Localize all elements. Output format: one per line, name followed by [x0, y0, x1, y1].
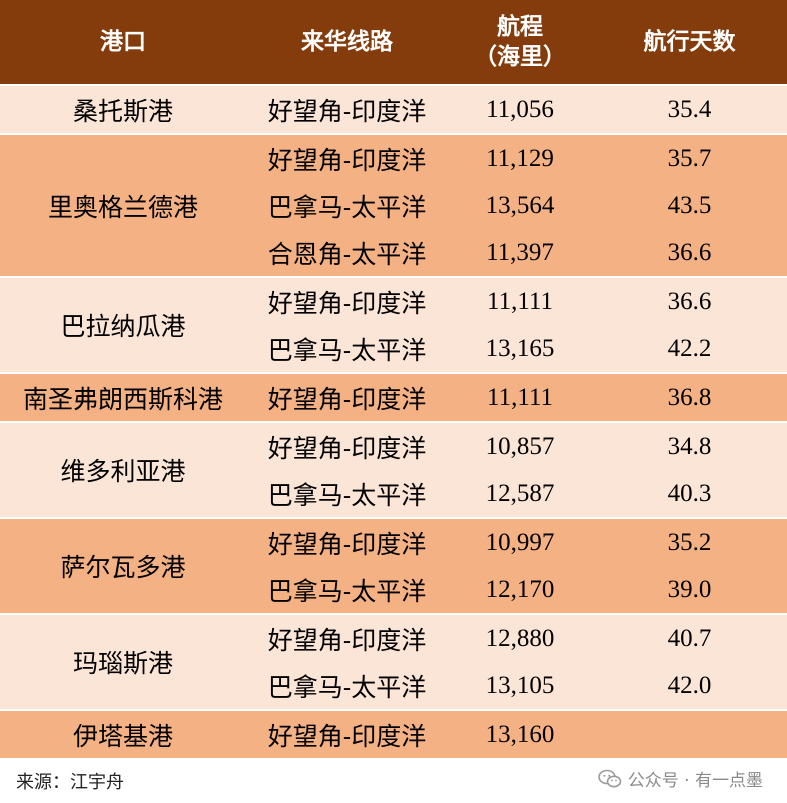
route-cell: 巴拿马-太平洋 — [267, 576, 427, 606]
row-separator — [0, 372, 787, 374]
route-cell: 好望角-印度洋 — [267, 384, 427, 414]
distance-cell: 11,056 — [486, 95, 554, 123]
table-row: 好望角-印度洋 11,111 36.8 — [246, 374, 787, 421]
wechat-icon — [597, 769, 622, 787]
route-cell: 好望角-印度洋 — [267, 433, 427, 463]
days-cell: 39.0 — [667, 575, 712, 603]
table-row: 好望角-印度洋 11,111 36.6 — [246, 278, 787, 325]
days-cell: 35.4 — [667, 95, 712, 123]
port-name: 维多利亚港 — [60, 457, 186, 486]
route-cell: 合恩角-太平洋 — [267, 239, 427, 269]
row-separator — [0, 421, 787, 423]
table-row: 好望角-印度洋 11,129 35.7 — [246, 135, 787, 182]
port-name: 伊塔基港 — [72, 721, 173, 751]
days-cell: 35.2 — [667, 528, 712, 556]
route-cell: 巴拿马-太平洋 — [267, 672, 427, 702]
route-cell: 巴拿马-太平洋 — [267, 335, 427, 365]
days-cell: 36.8 — [667, 383, 712, 411]
days-cell: 40.3 — [667, 479, 712, 507]
distance-cell: 10,857 — [485, 432, 555, 460]
route-cell: 好望角-印度洋 — [267, 529, 427, 559]
days-cell: 40.7 — [667, 624, 712, 652]
distance-cell: 13,160 — [485, 720, 555, 748]
distance-cell: 10,997 — [485, 528, 555, 556]
port-group: 南圣弗朗西斯科港 好望角-印度洋 11,111 36.8 — [0, 374, 787, 421]
port-group: 维多利亚港 好望角-印度洋 10,857 34.8 巴拿马-太平洋 12,587 40.3 — [0, 423, 787, 517]
row-separator — [0, 84, 787, 86]
distance-cell: 11,111 — [487, 287, 553, 315]
port-group: 伊塔基港 好望角-印度洋 13,160 — [0, 711, 787, 758]
table-row: 巴拿马-太平洋 13,165 42.2 — [246, 325, 787, 372]
route-cell: 巴拿马-太平洋 — [267, 480, 427, 510]
distance-cell: 12,880 — [485, 624, 555, 652]
days-cell: 36.6 — [667, 287, 712, 315]
port-group: 桑托斯港 好望角-印度洋 11,056 35.4 — [0, 86, 787, 133]
watermark-text: 公众号 · 有一点墨 — [627, 771, 763, 791]
port-group: 玛瑙斯港 好望角-印度洋 12,880 40.7 巴拿马-太平洋 13,105 42.0 — [0, 615, 787, 709]
port-name: 巴拉纳瓜港 — [60, 312, 186, 341]
distance-cell: 11,397 — [486, 238, 554, 266]
header-distance: 航程 （海里） — [448, 0, 592, 84]
days-cell: 42.0 — [667, 671, 712, 699]
port-group: 巴拉纳瓜港 好望角-印度洋 11,111 36.6 巴拿马-太平洋 13,165 42.2 — [0, 278, 787, 372]
port-group: 里奥格兰德港 好望角-印度洋 11,129 35.7 巴拿马-太平洋 13,564 43.5… — [0, 135, 787, 276]
days-cell: 36.6 — [667, 238, 712, 266]
source-note: 来源：江宇舟 — [16, 772, 124, 793]
row-separator — [0, 276, 787, 278]
port-name: 玛瑙斯港 — [72, 649, 173, 678]
table-row: 合恩角-太平洋 11,397 36.6 — [246, 229, 787, 276]
table-row: 巴拿马-太平洋 12,170 39.0 — [246, 566, 787, 613]
route-table: 港口 来华线路 航程 （海里） 航行天数 桑托斯港 好望角-印度洋 11,056 35… — [0, 0, 787, 758]
distance-cell: 11,111 — [487, 383, 553, 411]
table-row: 好望角-印度洋 13,160 — [246, 711, 787, 758]
header-distance-line2: （海里） — [474, 44, 566, 70]
route-cell: 好望角-印度洋 — [267, 625, 427, 655]
distance-cell: 11,129 — [486, 144, 554, 172]
footer: 来源：江宇舟 公众号 · 有一点墨 — [0, 758, 787, 803]
distance-cell: 12,587 — [485, 479, 555, 507]
distance-cell: 13,165 — [485, 334, 555, 362]
route-cell: 好望角-印度洋 — [267, 721, 427, 751]
port-name: 萨尔瓦多港 — [60, 553, 186, 582]
route-cell: 好望角-印度洋 — [267, 145, 427, 175]
days-cell: 34.8 — [667, 432, 712, 460]
table-row: 好望角-印度洋 12,880 40.7 — [246, 615, 787, 662]
port-name: 里奥格兰德港 — [47, 192, 198, 222]
header-port: 港口 — [100, 29, 146, 55]
route-cell: 好望角-印度洋 — [267, 96, 427, 126]
header-distance-line1: 航程 — [497, 14, 543, 40]
distance-cell: 12,170 — [485, 575, 555, 603]
row-separator — [0, 517, 787, 519]
port-name: 桑托斯港 — [72, 96, 173, 126]
row-separator — [0, 709, 787, 711]
port-name: 南圣弗朗西斯科港 — [22, 384, 223, 414]
table-row: 好望角-印度洋 11,056 35.4 — [246, 86, 787, 133]
days-cell: 43.5 — [667, 191, 712, 219]
table-row: 巴拿马-太平洋 13,564 43.5 — [246, 182, 787, 229]
header-days: 航行天数 — [643, 29, 736, 55]
row-separator — [0, 613, 787, 615]
table-row: 巴拿马-太平洋 12,587 40.3 — [246, 470, 787, 517]
table-row: 巴拿马-太平洋 13,105 42.0 — [246, 662, 787, 709]
port-group: 萨尔瓦多港 好望角-印度洋 10,997 35.2 巴拿马-太平洋 12,170 39.0 — [0, 519, 787, 613]
table-row: 好望角-印度洋 10,997 35.2 — [246, 519, 787, 566]
row-separator — [0, 133, 787, 135]
watermark: 公众号 · 有一点墨 — [597, 766, 763, 791]
table-body: 桑托斯港 好望角-印度洋 11,056 35.4 里奥格兰德港 好望角-印度洋 11,129… — [0, 84, 787, 758]
header-route: 来华线路 — [301, 29, 393, 55]
route-cell: 好望角-印度洋 — [267, 288, 427, 318]
table-row: 好望角-印度洋 10,857 34.8 — [246, 423, 787, 470]
distance-cell: 13,564 — [485, 191, 555, 219]
days-cell: 42.2 — [667, 334, 712, 362]
distance-cell: 13,105 — [485, 671, 555, 699]
table-header: 港口 来华线路 航程 （海里） 航行天数 — [0, 0, 787, 84]
days-cell: 35.7 — [667, 144, 712, 172]
route-cell: 巴拿马-太平洋 — [267, 192, 427, 222]
